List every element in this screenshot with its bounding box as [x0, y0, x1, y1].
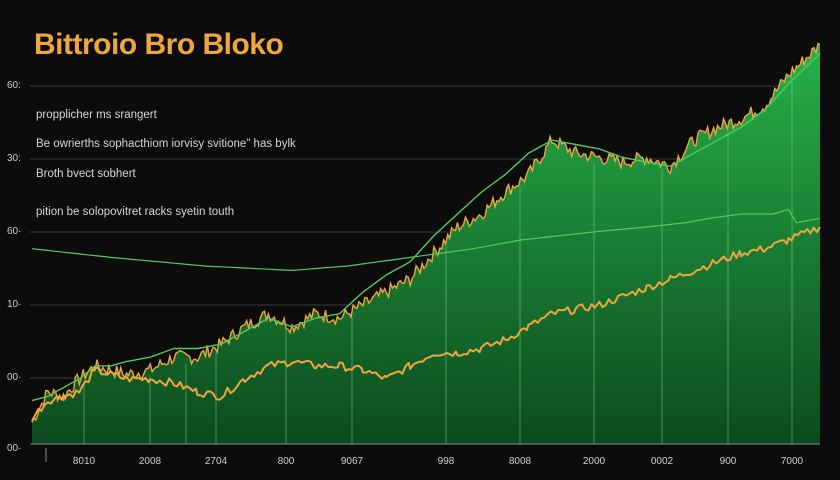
annotation-4: pition be solopovitret racks syetin tout…	[36, 206, 235, 218]
chart-title: Bittroio Bro Bloko	[34, 28, 284, 61]
x-tick-label: 2000	[582, 456, 606, 467]
y-tick-label: 30:	[7, 153, 21, 164]
x-tick-label: 8008	[508, 456, 532, 467]
annotation-2: Be owrierths sophacthiom iorvisy svition…	[36, 138, 296, 150]
price-line	[31, 226, 821, 422]
lines-layer	[31, 52, 821, 422]
x-tick-label: 800	[277, 456, 295, 467]
y-tick-label: 00·	[7, 443, 22, 454]
lower-trend-line	[31, 209, 821, 271]
y-tick-label: 60:	[7, 80, 21, 91]
y-tick-label: 10·	[7, 299, 22, 310]
area-top-edge	[31, 42, 821, 423]
area-layer	[31, 42, 821, 444]
annotation-3: Broth bvect sobhert	[36, 168, 136, 180]
x-tick-label: 0002	[650, 456, 674, 467]
upper-trend-line	[31, 52, 821, 402]
x-tick-label: 2008	[138, 456, 162, 467]
x-tick-label: 2704	[204, 456, 228, 467]
x-tick-label: 900	[719, 456, 737, 467]
y-tick-label: 00·	[7, 372, 22, 383]
y-tick-label: 60·	[7, 226, 22, 237]
annotation-1: propplicher ms srangert	[36, 109, 157, 121]
x-tick-label: 8010	[72, 456, 96, 467]
x-tick-label: 998	[437, 456, 455, 467]
x-tick-label: 7000	[780, 456, 804, 467]
x-tick-label: 9067	[340, 456, 364, 467]
